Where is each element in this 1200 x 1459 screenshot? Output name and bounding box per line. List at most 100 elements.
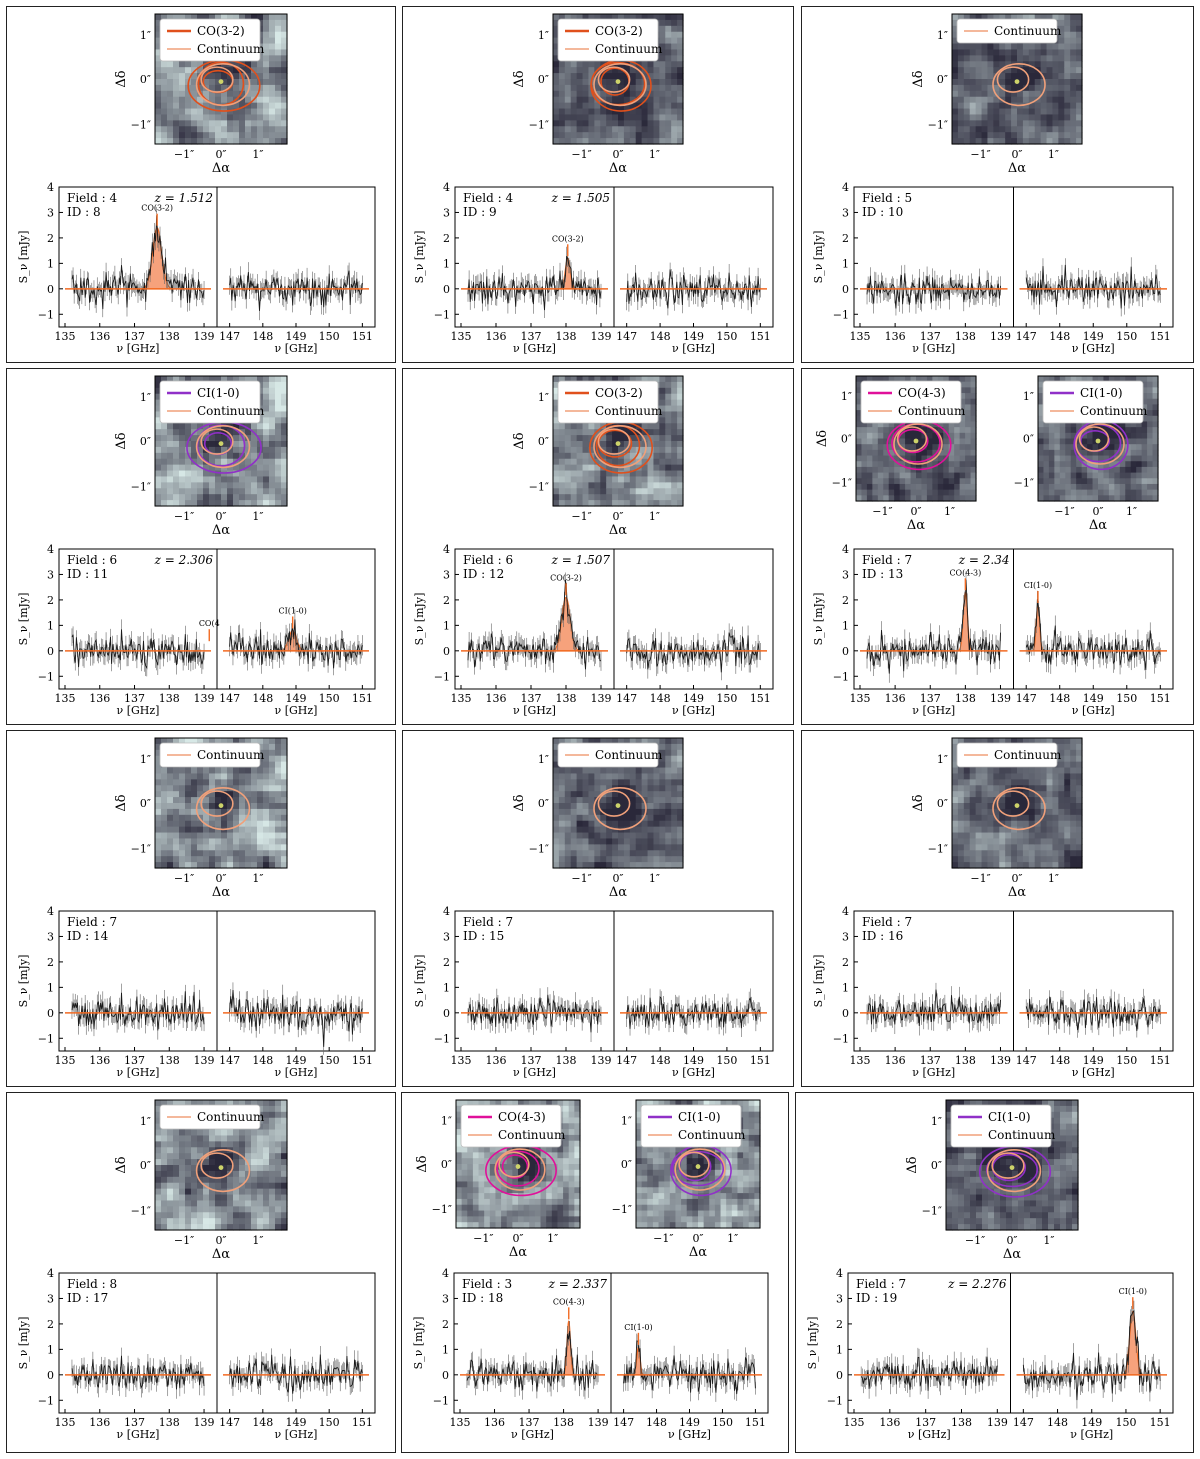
map-pixel — [161, 84, 168, 92]
map-pixel — [1070, 55, 1077, 62]
map-pixel — [1034, 126, 1042, 133]
map-pixel — [269, 25, 276, 33]
map-pixel — [888, 421, 895, 428]
map-pixel — [677, 108, 684, 116]
map-pixel — [197, 482, 204, 489]
map-legend: CO(3-2)Continuum — [557, 380, 663, 424]
map-pixel — [877, 444, 884, 451]
map-pixel — [564, 90, 572, 98]
map-pixel — [1152, 438, 1159, 445]
map-pixel — [263, 14, 270, 21]
map-pixel — [1038, 495, 1045, 502]
map-pixel — [239, 96, 246, 104]
map-pixel — [155, 482, 162, 489]
map-pixel — [281, 405, 288, 413]
spectrum-xtick: 136 — [885, 330, 906, 343]
map-pixel — [1064, 55, 1071, 62]
map-pixel — [1059, 472, 1066, 479]
map-pixel — [191, 435, 198, 442]
map-pixel — [209, 500, 216, 507]
map-pixel — [910, 432, 917, 440]
map-pixel — [185, 138, 192, 145]
map-pixel — [173, 96, 180, 104]
map-pixel — [553, 138, 560, 145]
map-pixel — [269, 55, 276, 62]
map-pixel — [582, 488, 590, 495]
map-pixel — [606, 126, 613, 133]
map-pixel — [251, 441, 258, 448]
map-pixel — [635, 488, 643, 495]
map-pixel — [594, 494, 601, 501]
map-pixel — [1092, 455, 1099, 462]
map-pixel — [275, 476, 282, 483]
map-pixel — [269, 61, 276, 68]
map-pixel — [1034, 79, 1042, 86]
map-pixel — [1141, 404, 1148, 411]
map-pixel — [594, 84, 601, 92]
map-pixel — [251, 446, 258, 454]
map-pixel — [576, 441, 584, 448]
map-pixel — [1005, 61, 1012, 68]
map-pixel — [1043, 483, 1050, 491]
map-pixel — [1052, 132, 1059, 139]
map-pixel — [233, 138, 240, 145]
map-pixel — [866, 489, 873, 496]
map-pixel — [1119, 478, 1126, 485]
map-pixel — [1147, 427, 1154, 434]
map-pixel — [233, 73, 240, 80]
map-xtick: 0″ — [1092, 505, 1103, 518]
continuum-contour — [896, 426, 928, 452]
map-pixel — [866, 455, 873, 462]
map-pixel — [269, 14, 276, 21]
continuum-contour — [1075, 423, 1125, 465]
map-pixel — [275, 417, 282, 424]
spectrum-ytick: −1 — [434, 308, 450, 321]
map-pixel — [635, 452, 643, 460]
map-pixel — [263, 90, 270, 98]
map-pixel — [155, 452, 162, 460]
map-pixel — [954, 444, 961, 451]
map-pixel — [970, 398, 977, 406]
map-pixel — [221, 79, 228, 86]
map-pixel — [269, 482, 276, 489]
map-pixel — [1076, 61, 1083, 68]
map-pixel — [1141, 376, 1148, 383]
map-pixel — [677, 476, 684, 483]
map-pixel — [167, 102, 174, 110]
map-pixel — [1103, 472, 1110, 479]
source-marker — [1095, 438, 1101, 444]
map-pixel — [665, 435, 672, 442]
map-pixel — [1087, 461, 1094, 468]
map-pixel — [1136, 376, 1143, 383]
map-pixel — [1152, 444, 1159, 451]
map-pixel — [576, 108, 584, 116]
map-pixel — [888, 483, 895, 491]
map-pixel — [883, 376, 890, 383]
map-pixel — [582, 494, 590, 501]
map-pixel — [600, 435, 607, 442]
map-pixel — [558, 482, 566, 489]
map-pixel — [987, 73, 994, 80]
map-pixel — [233, 482, 240, 489]
map-pixel — [975, 14, 983, 21]
map-pixel — [227, 500, 234, 507]
map-pixel — [957, 114, 965, 121]
map-pixel — [553, 79, 560, 86]
map-pixel — [570, 464, 578, 472]
map-pixel — [965, 489, 972, 496]
map-pixel — [203, 126, 210, 133]
map-pixel — [281, 446, 288, 454]
map-pixel — [665, 488, 672, 495]
map-pixel — [281, 500, 288, 507]
continuum-contour — [195, 62, 251, 107]
map-xtick: 0″ — [612, 148, 623, 161]
map-pixel — [281, 55, 288, 62]
map-pixel — [659, 84, 666, 92]
legend-box — [159, 380, 261, 424]
map-pixel — [281, 14, 288, 21]
map-pixel — [1059, 478, 1066, 485]
map-pixel — [1038, 398, 1045, 406]
map-pixel — [1141, 478, 1148, 485]
map-pixel — [629, 488, 637, 495]
map-pixel — [1046, 102, 1054, 110]
